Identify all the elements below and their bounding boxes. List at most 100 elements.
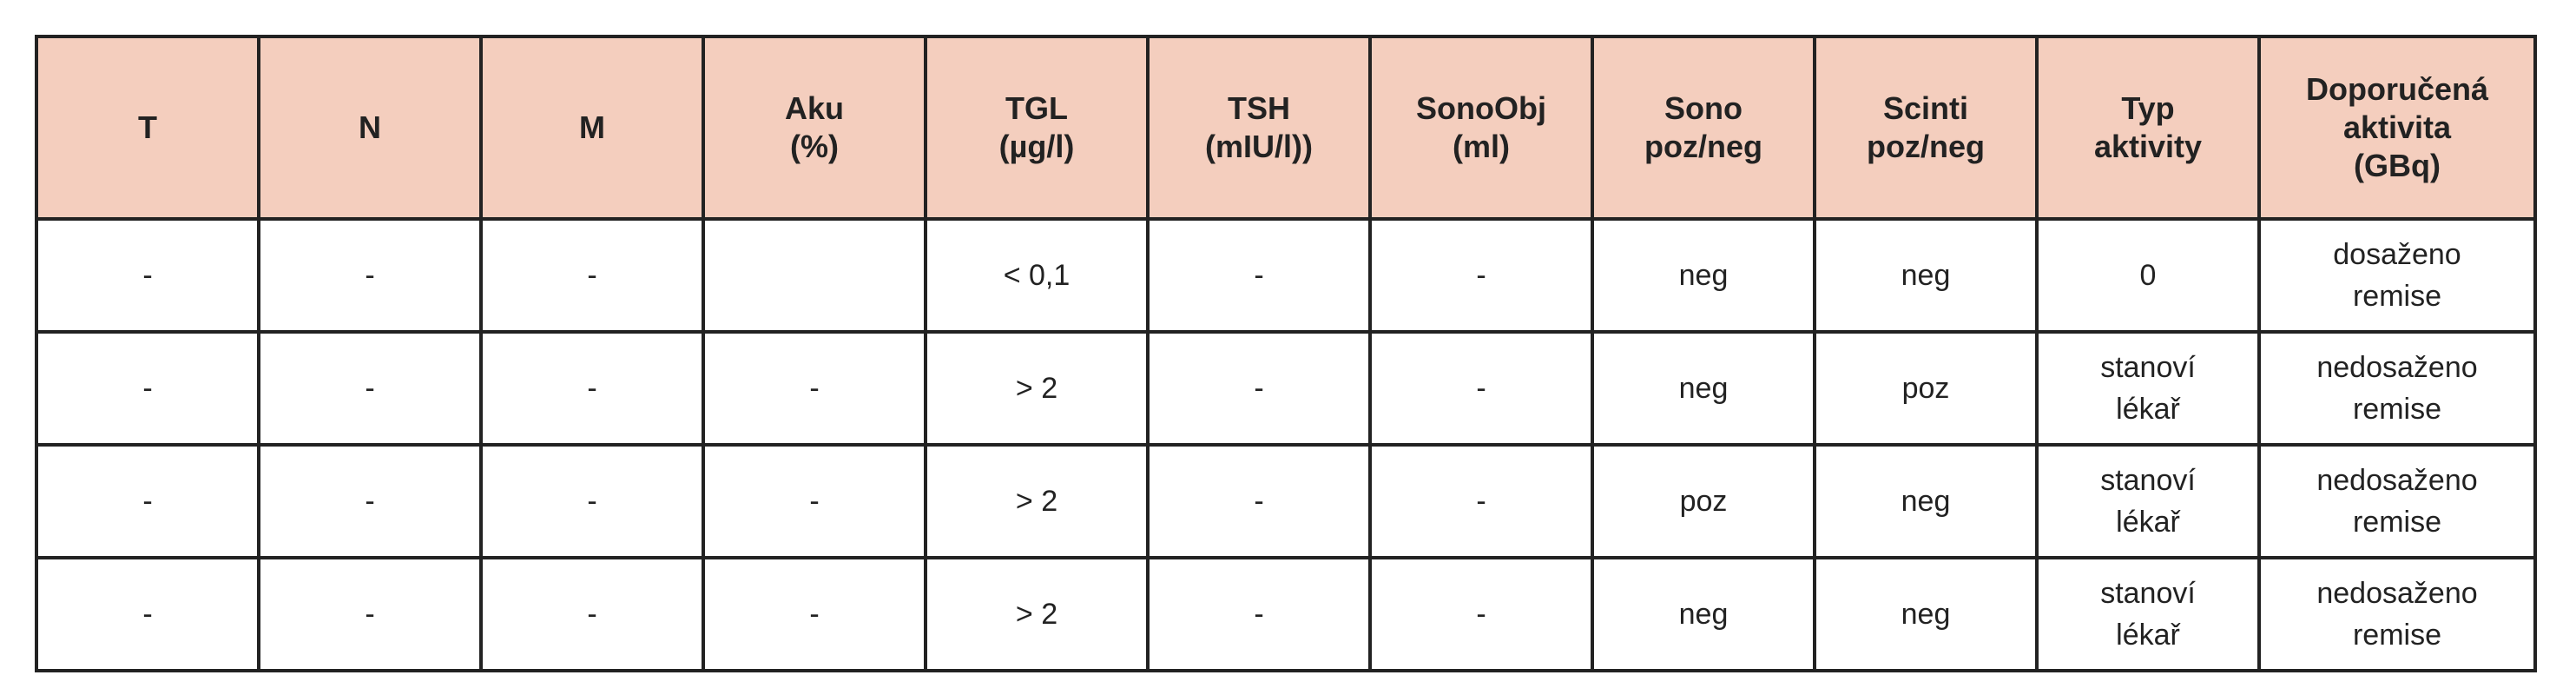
cell-text-line: poz/neg — [1644, 129, 1762, 164]
header-cell: Doporučená aktivita (GBq) — [2257, 35, 2537, 221]
table-cell: - — [257, 443, 483, 559]
cell-text-line: TSH — [1228, 90, 1290, 126]
table-cell: < 0,1 — [924, 217, 1150, 334]
cell-text-line: - — [1476, 259, 1486, 292]
cell-text-line: (mIU/l)) — [1205, 129, 1313, 164]
cell-text-line: Sono — [1664, 90, 1743, 126]
cell-text-line: stanoví — [2100, 351, 2196, 384]
data-table: T N M Aku (%) TGL (µg/l) TSH (mIU/l)) SonoObj (ml)… — [35, 35, 2537, 672]
cell-text-line: (%) — [790, 129, 839, 164]
table-cell: > 2 — [924, 556, 1150, 672]
cell-text-line: neg — [1678, 598, 1729, 631]
table-header: T N M Aku (%) TGL (µg/l) TSH (mIU/l)) SonoObj (ml)… — [35, 35, 2537, 221]
table-cell: poz — [1813, 330, 2039, 447]
header-cell: TSH (mIU/l)) — [1146, 35, 1372, 221]
header-cell: Scinti poz/neg — [1813, 35, 2039, 221]
cell-text-line: nedosaženo — [2316, 464, 2478, 497]
cell-text-line: - — [365, 372, 375, 405]
cell-text-line: remise — [2352, 506, 2442, 539]
cell-text-line: M — [579, 109, 605, 145]
cell-text-line: > 2 — [1015, 598, 1058, 631]
table-cell: > 2 — [924, 330, 1150, 447]
table-cell: nedosaženo remise — [2257, 556, 2537, 672]
cell-text-line: stanoví — [2100, 577, 2196, 610]
table-cell: - — [1368, 330, 1594, 447]
cell-text-line: 0 — [2139, 259, 2157, 292]
table-cell: nedosaženo remise — [2257, 330, 2537, 447]
cell-text-line: poz — [1901, 372, 1950, 405]
cell-text-line: (µg/l) — [998, 129, 1075, 164]
cell-text-line: T — [138, 109, 157, 145]
cell-text-line: nedosaženo — [2316, 577, 2478, 610]
cell-text-line: - — [1254, 485, 1264, 518]
table-cell: poz — [1591, 443, 1816, 559]
table-cell: - — [1368, 556, 1594, 672]
cell-text-line: Aku — [784, 90, 844, 126]
table-cell: - — [257, 556, 483, 672]
header-cell: Typ aktivity — [2035, 35, 2261, 221]
cell-text-line: - — [1254, 259, 1264, 292]
table-row: - - - - > 2 - - neg neg stanoví lékař nedosaženo rem… — [35, 556, 2537, 672]
cell-text-line: - — [587, 485, 597, 518]
cell-text-line: neg — [1678, 372, 1729, 405]
table-cell: neg — [1591, 330, 1816, 447]
table-cell: - — [479, 556, 705, 672]
table-row: - - - < 0,1 - - neg neg 0 dosaženo remise — [35, 217, 2537, 334]
table-cell: - — [479, 330, 705, 447]
table-cell: - — [479, 217, 705, 334]
cell-text-line: Doporučená — [2305, 71, 2489, 107]
cell-text-line: neg — [1901, 485, 1951, 518]
cell-text-line: TGL — [1005, 90, 1068, 126]
cell-text-line: neg — [1678, 259, 1729, 292]
table-cell: - — [1368, 443, 1594, 559]
cell-text-line: neg — [1901, 598, 1951, 631]
table-cell: nedosaženo remise — [2257, 443, 2537, 559]
cell-text-line: neg — [1901, 259, 1951, 292]
cell-text-line: aktivity — [2093, 129, 2203, 164]
table-row: - - - - > 2 - - neg poz stanoví lékař nedosaženo rem… — [35, 330, 2537, 447]
table-cell: dosaženo remise — [2257, 217, 2537, 334]
cell-text-line: remise — [2352, 619, 2442, 652]
cell-text-line: - — [1254, 372, 1264, 405]
table-cell — [702, 217, 927, 334]
table-row: - - - - > 2 - - poz neg stanoví lékař nedosaženo rem… — [35, 443, 2537, 559]
header-cell: N — [257, 35, 483, 221]
table-cell: - — [479, 443, 705, 559]
table-cell: neg — [1813, 443, 2039, 559]
cell-text-line: remise — [2352, 393, 2442, 426]
cell-text-line: dosaženo — [2333, 238, 2461, 271]
cell-text-line: - — [587, 372, 597, 405]
cell-text-line: Typ — [2121, 90, 2175, 126]
header-cell: T — [35, 35, 260, 221]
table-cell: - — [257, 330, 483, 447]
table-cell: neg — [1591, 217, 1816, 334]
cell-text-line: - — [587, 259, 597, 292]
cell-text-line: lékař — [2116, 393, 2180, 426]
cell-text-line: N — [359, 109, 381, 145]
cell-text-line: stanoví — [2100, 464, 2196, 497]
header-cell: Sono poz/neg — [1591, 35, 1816, 221]
cell-text-line: - — [1476, 485, 1486, 518]
table-cell: stanoví lékař — [2035, 443, 2261, 559]
cell-text-line: - — [1476, 372, 1486, 405]
cell-text-line: - — [1254, 598, 1264, 631]
table-cell: > 2 — [924, 443, 1150, 559]
cell-text-line: - — [809, 598, 820, 631]
cell-text-line: nedosaženo — [2316, 351, 2478, 384]
header-cell: SonoObj (ml) — [1368, 35, 1594, 221]
table-cell: - — [702, 556, 927, 672]
table-cell: - — [35, 330, 260, 447]
table-cell: - — [35, 556, 260, 672]
cell-text-line: (ml) — [1453, 129, 1510, 164]
cell-text-line: lékař — [2116, 506, 2180, 539]
table-cell: - — [35, 217, 260, 334]
table-cell: - — [1146, 330, 1372, 447]
cell-text-line: - — [142, 372, 153, 405]
table-cell: neg — [1813, 556, 2039, 672]
header-cell: Aku (%) — [702, 35, 927, 221]
table-cell: neg — [1813, 217, 2039, 334]
cell-text-line: - — [142, 259, 153, 292]
cell-text-line: aktivita — [2342, 109, 2452, 145]
cell-text-line: - — [1476, 598, 1486, 631]
